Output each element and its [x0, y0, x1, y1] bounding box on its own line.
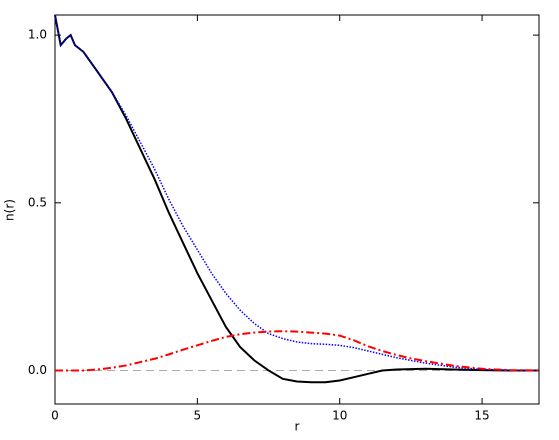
x-axis-label: r [295, 420, 300, 434]
series-line [55, 330, 540, 372]
x-tick-label: 15 [474, 409, 489, 423]
x-tick-label: 10 [332, 409, 347, 423]
y-tick-label: 1.0 [28, 28, 47, 42]
y-tick-label: 0.5 [28, 195, 47, 209]
y-tick-label: 0.0 [28, 363, 47, 377]
y-axis-label: n(r) [3, 199, 17, 221]
x-tick-label: 0 [51, 409, 59, 423]
series-line [54, 14, 539, 384]
series-line [54, 14, 540, 372]
x-tick-label: 5 [194, 409, 202, 423]
plot-frame [54, 14, 540, 405]
